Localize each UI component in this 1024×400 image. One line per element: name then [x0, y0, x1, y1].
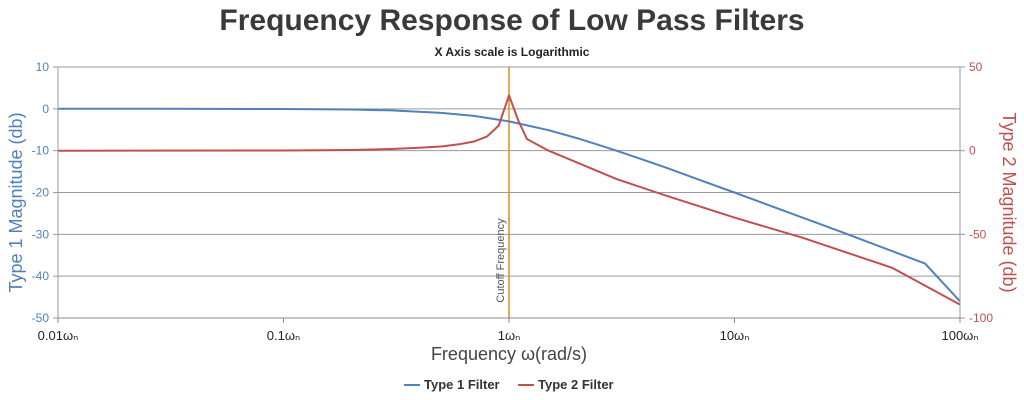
y-tick-label-left: 0 — [42, 102, 49, 116]
series-line-1 — [58, 107, 961, 302]
y-tick-label-right: -100 — [969, 311, 993, 325]
chart-title: Frequency Response of Low Pass Filters — [219, 4, 804, 37]
y-axis-title-right: Type 2 Magnitude (db) — [999, 112, 1019, 292]
axes: 10 0 -10 -20 -30 -40 -50 50 0 -50 -100 0.01ωₙ 0.1ωₙ 1… — [32, 60, 994, 343]
x-tick-label: 100ωₙ — [941, 328, 978, 343]
y-tick-label-right: 50 — [969, 60, 983, 74]
legend-label-1: Type 1 Filter — [424, 377, 500, 392]
y-tick-label-left: -10 — [32, 144, 50, 158]
y-tick-label-left: -20 — [32, 186, 50, 200]
y-axis-title-left: Type 1 Magnitude (db) — [6, 112, 26, 292]
series-layer — [57, 94, 961, 306]
y-tick-label-left: 10 — [36, 60, 50, 74]
cutoff-label: Cutoff Frequency — [495, 218, 507, 303]
legend-label-2: Type 2 Filter — [538, 377, 614, 392]
y-tick-label-left: -30 — [32, 227, 50, 241]
chart-subtitle: X Axis scale is Logarithmic — [435, 45, 590, 59]
legend: Type 1 Filter Type 2 Filter — [404, 377, 614, 392]
x-axis-title: Frequency ω(rad/s) — [431, 344, 587, 364]
x-tick-label: 0.01ωₙ — [38, 328, 79, 343]
y-tick-label-right: 0 — [969, 144, 976, 158]
x-tick-label: 0.1ωₙ — [267, 328, 300, 343]
x-tick-label: 10ωₙ — [720, 328, 750, 343]
cutoff-strip-line: Cutoff Frequency — [495, 67, 510, 318]
y-tick-label-left: -50 — [32, 311, 50, 325]
y-tick-label-right: -50 — [969, 227, 987, 241]
series-line-2 — [57, 94, 961, 306]
y-tick-label-left: -40 — [32, 269, 50, 283]
x-tick-label: 1ωₙ — [498, 328, 521, 343]
